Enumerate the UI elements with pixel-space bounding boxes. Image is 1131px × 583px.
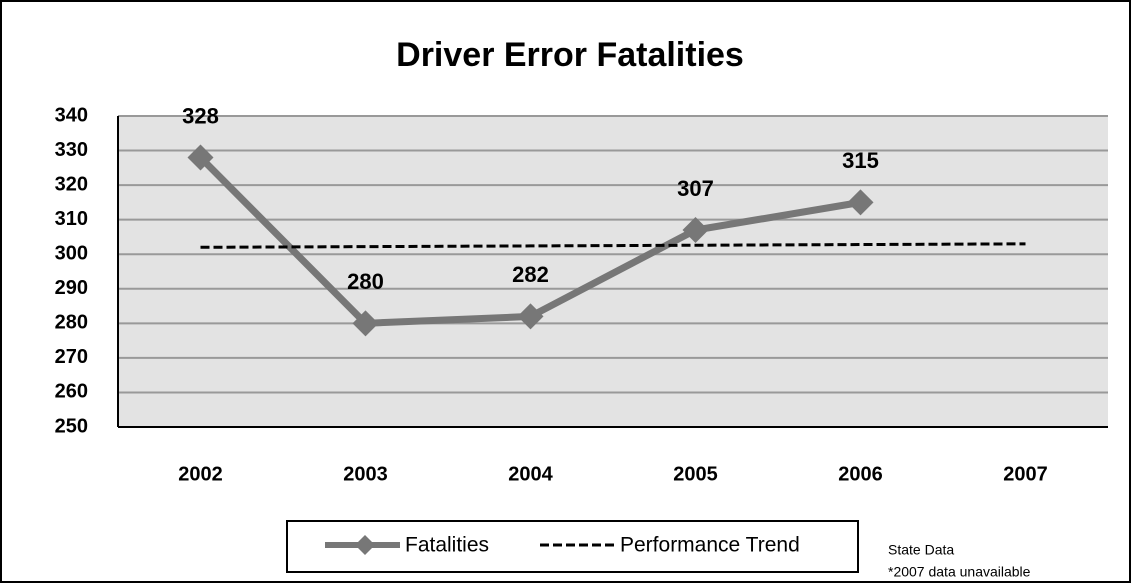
data-label: 307 [677, 176, 714, 201]
note: State Data [888, 542, 954, 558]
x-tick-label: 2003 [343, 463, 388, 485]
point-marker [352, 310, 379, 337]
data-label: 328 [182, 103, 219, 128]
trend-line [200, 242, 1026, 249]
x-tick-label: 2004 [508, 463, 553, 485]
y-tick-label: 250 [55, 415, 88, 437]
y-tick-label: 310 [55, 208, 88, 230]
y-tick-label: 320 [55, 173, 88, 195]
x-tick-label: 2007 [1003, 463, 1048, 485]
y-tick-label: 330 [55, 139, 88, 161]
y-tick-label: 300 [55, 243, 88, 265]
y-tick-label: 340 [55, 104, 88, 126]
legend-label: Fatalities [405, 534, 489, 557]
y-tick-label: 270 [55, 346, 88, 368]
note: *2007 data unavailable [888, 564, 1031, 580]
x-tick-label: 2002 [178, 463, 223, 485]
legend-label: Performance Trend [620, 534, 800, 557]
y-tick-label: 260 [55, 381, 88, 403]
y-tick-label: 290 [55, 277, 88, 299]
data-label: 280 [347, 269, 384, 294]
point-marker [682, 217, 709, 244]
data-label: 315 [842, 148, 879, 173]
legend-marker [355, 535, 375, 555]
chart-title: Driver Error Fatalities [396, 36, 744, 74]
data-label: 282 [512, 262, 549, 287]
point-marker [847, 189, 874, 216]
point-marker [187, 144, 214, 171]
x-tick-label: 2005 [673, 463, 718, 485]
point-marker [517, 303, 544, 330]
y-tick-label: 280 [55, 312, 88, 334]
x-tick-label: 2006 [838, 463, 883, 485]
